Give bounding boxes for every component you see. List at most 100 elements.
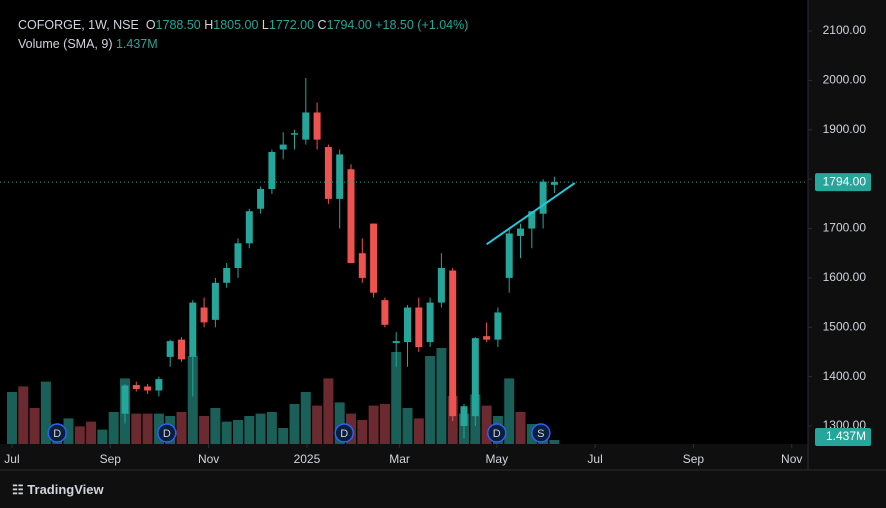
y-tick-label: 1700.00 <box>823 221 867 235</box>
volume-bar <box>40 381 51 444</box>
l-label: L <box>261 18 269 32</box>
volume-bar <box>402 408 413 444</box>
volume-bar <box>74 426 85 444</box>
event-label: D <box>53 428 61 440</box>
candle-body <box>245 211 253 244</box>
x-tick-label: 2025 <box>294 452 321 466</box>
x-tick-label: Sep <box>100 452 122 466</box>
ohlc-row: COFORGE, 1W, NSE O1788.50 H1805.00 L1772… <box>18 16 468 35</box>
event-marker <box>334 423 354 443</box>
volume-bar <box>436 348 447 444</box>
volume-bar <box>266 412 277 444</box>
y-tick-label: 2100.00 <box>823 23 867 37</box>
volume-bar <box>29 408 40 444</box>
candle-body <box>449 270 457 417</box>
y-tick-label: 1600.00 <box>823 270 867 284</box>
volume-bar <box>255 413 266 444</box>
volume-bar <box>481 405 492 444</box>
volume-value: 1.437M <box>115 37 158 51</box>
volume-bar <box>187 356 198 444</box>
candle-body <box>517 228 525 236</box>
event-label: D <box>340 428 348 440</box>
volume-bar <box>300 392 311 444</box>
volume-bar <box>18 386 29 444</box>
y-tick-label: 2000.00 <box>823 73 867 87</box>
close: 1794.00 <box>326 18 372 32</box>
volume-box <box>815 428 871 446</box>
volume-row: Volume (SMA, 9) 1.437M <box>18 35 468 54</box>
event-marker <box>531 423 551 443</box>
volume-bar <box>289 404 300 444</box>
x-tick-label: Jul <box>4 452 19 466</box>
candle-body <box>177 339 185 360</box>
x-tick-label: Mar <box>389 452 410 466</box>
candle-body <box>121 385 129 414</box>
volume-bar <box>108 412 119 444</box>
candle-body <box>437 268 445 303</box>
candle-body <box>200 307 208 323</box>
brand-logo[interactable]: ☷ TradingView <box>12 482 104 497</box>
candle-body <box>483 336 491 340</box>
volume-axis-label: 1.437M <box>826 429 866 443</box>
volume-bar <box>131 413 142 444</box>
y-tick-label: 1900.00 <box>823 122 867 136</box>
volume-bar <box>368 405 379 444</box>
event-marker <box>157 423 177 443</box>
candle-body <box>358 253 366 278</box>
event-label: D <box>493 428 501 440</box>
candle-body <box>211 282 219 320</box>
volume-bar <box>425 356 436 444</box>
symbol: COFORGE, 1W, NSE <box>18 18 139 32</box>
volume-bar <box>515 412 526 444</box>
low: 1772.00 <box>268 18 315 32</box>
candle-body <box>415 307 423 348</box>
last-price-label: 1794.00 <box>823 174 867 188</box>
event-marker <box>47 423 67 443</box>
volume-bar <box>199 416 210 444</box>
y-tick-label: 1400.00 <box>823 369 867 383</box>
volume-bar <box>312 405 323 444</box>
candle-body <box>528 211 536 229</box>
volume-bar <box>232 420 243 444</box>
brand: TradingView <box>27 482 104 497</box>
last-price-box <box>815 173 871 192</box>
volume-bar <box>391 352 402 444</box>
candle-body <box>539 181 547 214</box>
event-label: S <box>537 428 544 440</box>
trend-line <box>486 182 576 246</box>
candle-body <box>392 341 400 344</box>
candle-body <box>234 243 242 269</box>
candle-body <box>313 112 321 140</box>
candle-body <box>166 341 174 357</box>
volume-bar <box>549 440 560 444</box>
x-tick-label: Nov <box>198 452 219 466</box>
candle-body <box>189 302 197 357</box>
volume-bar <box>6 392 17 444</box>
volume-bar <box>97 429 108 444</box>
candle-body <box>505 233 513 278</box>
candle-body <box>257 189 265 209</box>
y-tick-label: 1500.00 <box>823 319 867 333</box>
h-label: H <box>204 18 214 32</box>
open: 1788.50 <box>155 18 201 32</box>
candle-body <box>155 379 163 391</box>
candle-body <box>426 302 434 343</box>
change: +18.50 (+1.04%) <box>375 18 469 32</box>
candle-body <box>302 112 310 140</box>
volume-bar <box>210 408 221 444</box>
volume-bar <box>86 421 97 444</box>
x-tick-label: Nov <box>781 452 802 466</box>
volume-bar <box>244 416 255 444</box>
volume-bar <box>176 412 187 444</box>
volume-bar <box>413 418 424 444</box>
volume-bar <box>278 428 289 444</box>
candle-body <box>370 223 378 293</box>
candle-body <box>471 338 479 417</box>
x-tick-label: Jul <box>587 452 602 466</box>
o-label: O <box>145 18 156 32</box>
x-tick-label: May <box>485 452 508 466</box>
c-label: C <box>317 18 327 32</box>
